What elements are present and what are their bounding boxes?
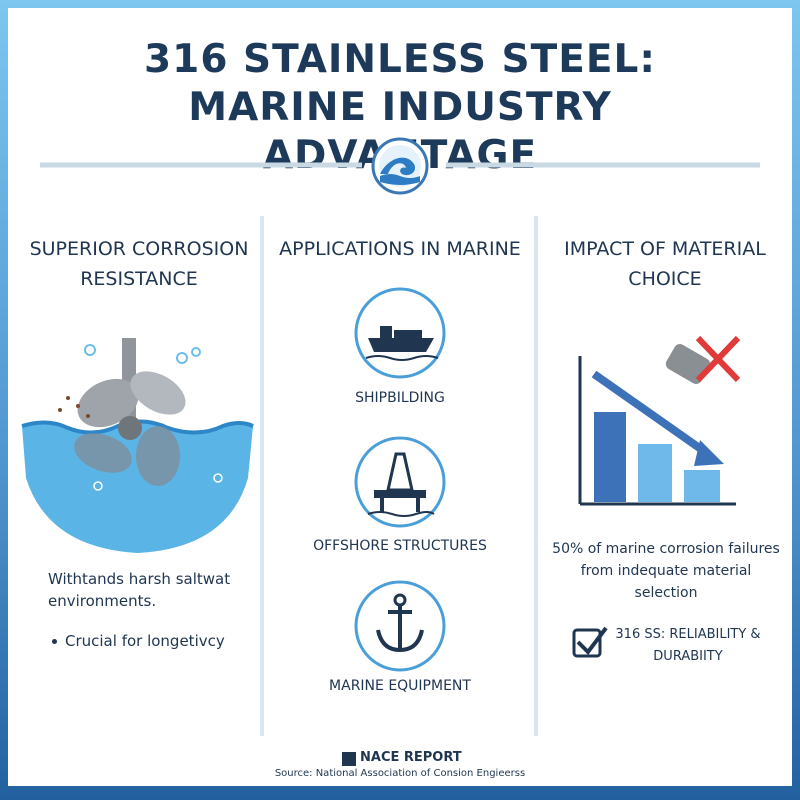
- decline-icon: [578, 335, 741, 506]
- column-separator: [534, 216, 538, 736]
- point-item: Crucial for longetivcy: [52, 630, 252, 652]
- title: 316 STAINLESS STEEL: MARINE INDUSTRY ADV…: [144, 37, 656, 178]
- footer-brand: NACE REPORT: [360, 750, 462, 765]
- statistic: 50% of marine corrosion failures from in…: [552, 541, 780, 601]
- anchor-icon: [354, 580, 446, 672]
- footer-source: Source: National Association of Consion …: [274, 768, 526, 779]
- rig-icon: [354, 436, 446, 528]
- application-label: OFFSHORE STRUCTURES: [313, 538, 487, 554]
- point-text: Crucial for longetivcy: [65, 632, 225, 650]
- conclusion: 316 SS: RELIABILITY & DURABIITY: [615, 627, 761, 664]
- propeller-illustration: [21, 338, 254, 553]
- application-label: MARINE EQUIPMENT: [329, 678, 471, 694]
- ship-icon: [354, 287, 446, 379]
- bullet: [52, 639, 57, 644]
- point-text: Withtands harsh saltwat environments.: [48, 570, 231, 610]
- decor: [21, 137, 760, 766]
- column-separator: [260, 216, 264, 736]
- logo: [342, 752, 356, 766]
- application-label: SHIPBILDING: [355, 390, 445, 406]
- wave-icon: [371, 137, 429, 195]
- checkbox-icon: [572, 626, 608, 658]
- infographic: 316 STAINLESS STEEL: MARINE INDUSTRY ADV…: [8, 8, 792, 786]
- column-heading: APPLICATIONS IN MARINE: [279, 238, 521, 260]
- column-heading: IMPACT OF MATERIAL CHOICE: [564, 238, 766, 290]
- column-heading: SUPERIOR CORROSION RESISTANCE: [29, 238, 249, 290]
